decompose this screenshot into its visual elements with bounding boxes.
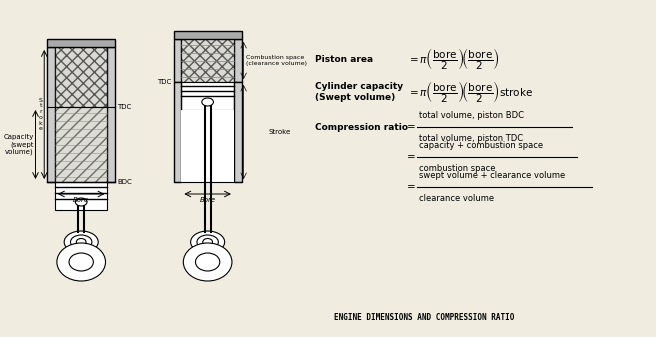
Text: =: = xyxy=(407,122,416,132)
Ellipse shape xyxy=(75,198,87,206)
Text: capacity + combustion space: capacity + combustion space xyxy=(419,141,543,150)
Bar xyxy=(234,82,241,182)
Ellipse shape xyxy=(203,239,213,245)
Ellipse shape xyxy=(64,231,98,253)
Bar xyxy=(47,47,55,182)
Text: combustion space: combustion space xyxy=(419,164,495,173)
Text: ENGINE DIMENSIONS AND COMPRESSION RATIO: ENGINE DIMENSIONS AND COMPRESSION RATIO xyxy=(334,313,514,322)
Bar xyxy=(174,82,181,182)
Bar xyxy=(55,47,108,107)
Text: $= \pi\left(\dfrac{\mathrm{bore}}{2}\right)\!\left(\dfrac{\mathrm{bore}}{2}\righ: $= \pi\left(\dfrac{\mathrm{bore}}{2}\rig… xyxy=(407,46,500,72)
Text: Bore: Bore xyxy=(199,197,216,203)
Text: swept volume + clearance volume: swept volume + clearance volume xyxy=(419,171,565,180)
Text: BDC: BDC xyxy=(117,179,132,185)
Bar xyxy=(234,39,241,82)
Text: clearance volume: clearance volume xyxy=(419,194,494,203)
Text: =: = xyxy=(407,182,416,192)
Text: Piston area: Piston area xyxy=(315,55,373,63)
Bar xyxy=(181,82,234,110)
Text: TDC: TDC xyxy=(157,79,172,85)
Ellipse shape xyxy=(70,235,92,249)
Bar xyxy=(181,39,234,82)
Bar xyxy=(47,39,115,47)
Ellipse shape xyxy=(57,243,106,281)
Ellipse shape xyxy=(183,243,232,281)
Text: Combustion space
(clearance volume): Combustion space (clearance volume) xyxy=(245,55,306,66)
Text: TDC: TDC xyxy=(117,104,131,110)
Text: $= \pi\left(\dfrac{\mathrm{bore}}{2}\right)\!\left(\dfrac{\mathrm{bore}}{2}\righ: $= \pi\left(\dfrac{\mathrm{bore}}{2}\rig… xyxy=(407,79,533,105)
Text: Capacity
(swept
volume): Capacity (swept volume) xyxy=(3,134,33,155)
Ellipse shape xyxy=(76,239,86,245)
Text: Stroke: Stroke xyxy=(269,129,291,135)
Ellipse shape xyxy=(197,235,218,249)
Text: =: = xyxy=(407,152,416,162)
Text: total volume, piston TDC: total volume, piston TDC xyxy=(419,134,523,143)
Ellipse shape xyxy=(202,98,213,106)
Text: Compression ratio: Compression ratio xyxy=(315,123,407,131)
Text: S
t
r
o
k
e: S t r o k e xyxy=(39,97,42,131)
Text: Bore: Bore xyxy=(73,197,89,203)
Bar xyxy=(174,31,241,39)
Bar xyxy=(55,107,108,182)
Bar xyxy=(181,110,234,182)
Bar xyxy=(174,39,181,82)
Bar xyxy=(108,47,115,182)
Ellipse shape xyxy=(191,231,224,253)
Bar xyxy=(55,182,108,210)
Text: total volume, piston BDC: total volume, piston BDC xyxy=(419,111,523,120)
Ellipse shape xyxy=(195,253,220,271)
Ellipse shape xyxy=(69,253,93,271)
Text: Cylinder capacity
(Swept volume): Cylinder capacity (Swept volume) xyxy=(315,82,403,102)
